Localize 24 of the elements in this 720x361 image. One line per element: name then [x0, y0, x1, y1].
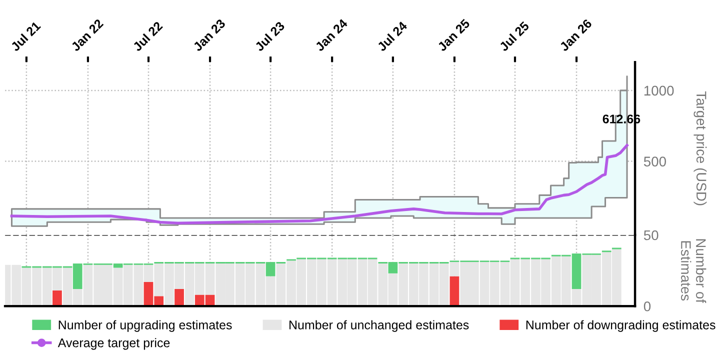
y-axis-title: Number of Estimates — [681, 239, 706, 304]
line-series — [10, 144, 628, 224]
y-tick-label: 500 — [644, 156, 666, 166]
x-tick-label: Jul 25 — [498, 20, 530, 52]
x-tick-label: Jan 23 — [192, 18, 226, 52]
x-tick-label: Jul 21 — [10, 20, 42, 52]
bar — [52, 290, 62, 306]
x-tick-label: Jul 23 — [254, 20, 286, 52]
y-tick-label: 50 — [644, 230, 658, 240]
x-tick-label: Jan 22 — [70, 18, 104, 52]
y-tick-label: 1000 — [644, 86, 674, 96]
legend-label: Number of downgrading estimates — [526, 320, 716, 332]
x-tick-label: Jan 26 — [559, 18, 592, 52]
x-tick-label: Jul 22 — [132, 20, 164, 52]
x-tick-label: Jul 24 — [376, 20, 408, 52]
legend-label: Average target price — [58, 338, 170, 350]
y-tick-label: 0 — [644, 301, 651, 312]
legend-label: Number of upgrading estimates — [58, 320, 232, 332]
bar — [450, 276, 460, 306]
bar — [174, 289, 184, 306]
x-tick-label: Jan 24 — [314, 18, 348, 52]
y-axis-title: Target price (USD) — [694, 91, 707, 206]
x-tick-label: Jan 25 — [436, 18, 470, 52]
legend-label: Number of unchanged estimates — [290, 320, 469, 332]
